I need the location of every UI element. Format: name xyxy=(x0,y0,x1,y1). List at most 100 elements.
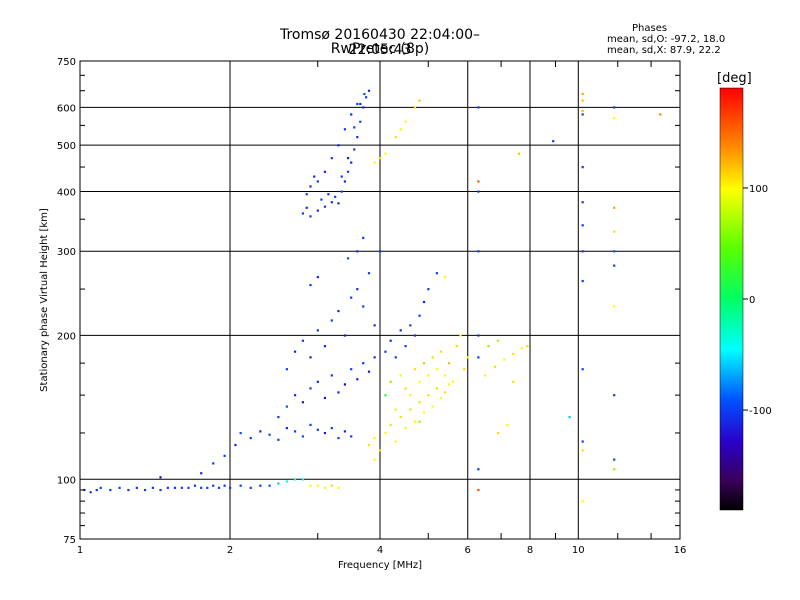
data-point xyxy=(367,272,371,275)
data-point xyxy=(200,472,203,475)
x-tick-label: 16 xyxy=(674,545,687,556)
data-point xyxy=(613,458,616,461)
data-point xyxy=(337,486,340,489)
data-point xyxy=(173,486,177,489)
data-point xyxy=(394,408,397,411)
y-tick-label: 200 xyxy=(57,331,76,342)
data-point xyxy=(526,345,529,348)
data-point xyxy=(350,435,353,438)
data-point xyxy=(151,486,155,489)
data-point xyxy=(277,415,280,419)
data-point xyxy=(109,488,112,492)
colorbar-label: [deg] xyxy=(717,71,752,86)
data-point xyxy=(316,209,319,212)
data-point xyxy=(506,423,509,427)
data-point xyxy=(285,480,288,483)
data-point xyxy=(309,185,312,188)
data-point xyxy=(384,394,387,397)
data-point xyxy=(249,436,252,440)
data-point xyxy=(613,264,616,267)
data-point xyxy=(447,362,451,365)
data-point xyxy=(384,350,387,353)
data-point xyxy=(301,339,305,342)
data-point xyxy=(330,427,333,430)
data-point xyxy=(350,113,353,116)
data-point xyxy=(466,356,469,359)
x-tick-label: 6 xyxy=(465,545,471,556)
data-points xyxy=(83,89,662,503)
data-point xyxy=(316,275,319,279)
data-point xyxy=(305,193,308,196)
data-point xyxy=(159,488,162,492)
data-point xyxy=(343,383,347,386)
data-point xyxy=(477,488,480,492)
data-point xyxy=(346,257,350,260)
data-point xyxy=(127,488,130,492)
data-point xyxy=(268,433,271,436)
data-point xyxy=(363,92,366,96)
colorbar-ticks: 100 0 -100 xyxy=(743,184,772,417)
data-point xyxy=(206,486,209,489)
data-point xyxy=(413,334,417,337)
data-point xyxy=(477,190,480,193)
data-point xyxy=(581,250,584,253)
colorbar-tick-label: -100 xyxy=(749,406,772,417)
data-point xyxy=(581,500,584,503)
data-point xyxy=(418,380,421,383)
data-point xyxy=(301,212,305,215)
data-point xyxy=(330,201,333,204)
data-point xyxy=(463,368,466,371)
y-tick-label: 750 xyxy=(57,57,76,68)
data-point xyxy=(359,102,362,106)
data-point xyxy=(362,236,365,240)
data-point xyxy=(568,415,571,419)
data-point xyxy=(365,96,368,99)
data-point xyxy=(323,486,327,489)
colorbar-tick-label: 100 xyxy=(749,184,768,195)
data-point xyxy=(455,345,458,348)
data-point xyxy=(404,387,407,390)
data-point xyxy=(413,106,417,109)
data-point xyxy=(337,144,340,147)
x-tick-label: 1 xyxy=(77,545,83,556)
data-point xyxy=(613,230,616,233)
data-point xyxy=(418,401,421,404)
data-point xyxy=(293,478,297,481)
data-point xyxy=(277,438,280,441)
data-point xyxy=(362,362,365,365)
data-point xyxy=(356,102,359,106)
data-point xyxy=(330,157,333,160)
data-point xyxy=(389,423,392,427)
data-point xyxy=(613,468,616,471)
data-point xyxy=(316,380,319,383)
data-point xyxy=(459,334,462,337)
data-point xyxy=(659,113,662,116)
data-point xyxy=(193,484,197,487)
data-point xyxy=(330,319,333,322)
x-axis-label: Frequency [MHz] xyxy=(338,560,422,571)
data-point xyxy=(418,99,421,102)
data-point xyxy=(249,486,252,489)
data-point xyxy=(581,113,584,116)
data-point xyxy=(320,198,323,201)
data-point xyxy=(187,486,190,489)
data-point xyxy=(356,378,359,381)
data-point xyxy=(496,431,500,435)
y-tick-label: 75 xyxy=(63,535,76,546)
data-point xyxy=(334,195,337,198)
data-point xyxy=(212,462,215,465)
data-point xyxy=(443,374,447,377)
data-point xyxy=(409,324,412,327)
data-point xyxy=(118,486,121,489)
data-point xyxy=(399,128,402,131)
data-point xyxy=(581,92,584,96)
data-point xyxy=(477,250,480,253)
data-point xyxy=(399,329,402,332)
data-point xyxy=(373,458,376,461)
data-point xyxy=(379,449,382,452)
data-point xyxy=(418,314,421,317)
data-point xyxy=(422,300,426,304)
data-point xyxy=(427,394,430,397)
data-point xyxy=(229,486,232,489)
data-point xyxy=(89,491,92,494)
